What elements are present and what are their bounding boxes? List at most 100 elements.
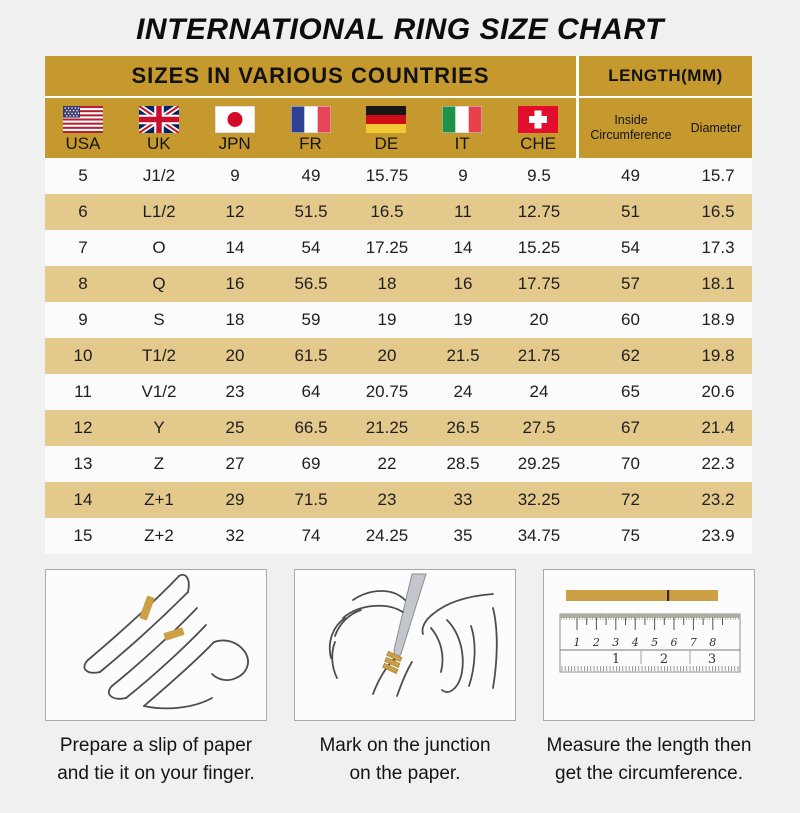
table-cell: 16.5 <box>701 202 735 221</box>
ruler-bottom-ticks <box>561 666 739 671</box>
table-cell: 29 <box>225 490 245 509</box>
table-cell: 66.5 <box>294 418 328 437</box>
table-row: 8 Q 16 56.5 18 16 17.75 57 18.1 <box>45 266 752 302</box>
country-fr: FR <box>273 98 349 158</box>
table-cell: 27 <box>225 454 245 473</box>
table-cell: 32.25 <box>517 490 561 509</box>
svg-text:2: 2 <box>660 652 668 667</box>
table-cell: 25 <box>225 418 245 437</box>
table-cell: 14 <box>73 490 93 509</box>
svg-text:5: 5 <box>651 636 658 649</box>
ruler-inch-numbers: 1 2 3 <box>612 652 716 667</box>
table-cell: 22.3 <box>701 454 735 473</box>
ruler-cm-ticks <box>576 618 723 630</box>
table-cell: 11 <box>74 382 92 401</box>
country-label-usa: USA <box>65 134 101 153</box>
svg-text:1: 1 <box>612 652 620 667</box>
france-flag-icon <box>290 106 331 133</box>
table-cell: 19.8 <box>701 346 735 365</box>
switzerland-flag-icon <box>518 106 559 133</box>
svg-text:6: 6 <box>671 636 678 649</box>
pen-marking-junction-illustration <box>328 573 498 697</box>
ring-size-chart-page: INTERNATIONAL RING SIZE CHART SIZES IN V… <box>0 13 800 788</box>
measurement-instructions: Prepare a slip of paper and tie it on yo… <box>45 569 755 788</box>
country-label-che: CHE <box>520 134 557 153</box>
table-cell: 15.25 <box>517 238 561 257</box>
table-cell: 51 <box>621 202 640 221</box>
table-cell: 28.5 <box>446 454 480 473</box>
uk-flag-icon <box>138 106 179 133</box>
table-cell: 13 <box>73 454 93 473</box>
table-row: 14 Z+1 29 71.5 23 33 32.25 72 23.2 <box>45 482 752 518</box>
table-cell: 49 <box>621 166 640 185</box>
table-cell: 21.4 <box>701 418 735 437</box>
table-cell: 75 <box>621 526 640 545</box>
table-row: 5 J1/2 9 49 15.75 9 9.5 49 15.7 <box>45 158 752 194</box>
inside-circumference-header: Inside Circumference <box>590 113 672 142</box>
step2-caption: Mark on the junction on the paper. <box>319 735 491 784</box>
country-che: CHE <box>500 98 576 158</box>
svg-text:2: 2 <box>592 636 600 649</box>
diameter-header: Diameter <box>690 121 742 135</box>
svg-text:3: 3 <box>612 636 619 649</box>
table-cell: Q <box>152 274 166 293</box>
table-row: 7 O 14 54 17.25 14 15.25 54 17.3 <box>45 230 752 266</box>
table-cell: 22 <box>377 454 397 473</box>
table-cell: 5 <box>78 166 88 185</box>
table-cell: 12 <box>225 202 245 221</box>
table-cell: 23 <box>225 382 245 401</box>
country-label-de: DE <box>374 134 399 153</box>
table-row: 15 Z+2 32 74 24.25 35 34.75 75 23.9 <box>45 518 752 554</box>
instruction-step-2: Mark on the junction on the paper. <box>294 569 516 788</box>
table-cell: 16 <box>453 274 473 293</box>
table-cell: 17.25 <box>365 238 409 257</box>
table-cell: 71.5 <box>294 490 328 509</box>
table-cell: 10 <box>73 346 93 365</box>
table-row: 12 Y 25 66.5 21.25 26.5 27.5 67 21.4 <box>45 410 752 446</box>
table-cell: 24 <box>529 382 549 401</box>
table-cell: 12 <box>73 418 93 437</box>
table-cell: 18 <box>377 274 397 293</box>
step1-caption: Prepare a slip of paper and tie it on yo… <box>57 735 255 784</box>
table-cell: 23 <box>377 490 397 509</box>
country-de: DE <box>348 98 424 158</box>
table-cell: 51.5 <box>294 202 328 221</box>
table-cell: T1/2 <box>141 346 177 365</box>
table-cell: 21.75 <box>517 346 561 365</box>
paper-strip-mark <box>667 590 670 601</box>
country-it: IT <box>424 98 500 158</box>
country-label-jpn: JPN <box>218 134 251 153</box>
paper-strip <box>566 590 718 601</box>
table-cell: 15.75 <box>365 166 409 185</box>
japan-flag-icon <box>214 106 255 133</box>
table-cell: 15 <box>73 526 93 545</box>
table-cell: 34.75 <box>517 526 561 545</box>
table-row: 11 V1/2 23 64 20.75 24 24 65 20.6 <box>45 374 752 410</box>
step2-illustration-box <box>294 569 516 721</box>
table-cell: 18.9 <box>701 310 735 329</box>
table-cell: Z+2 <box>144 526 174 545</box>
svg-text:1: 1 <box>574 636 581 649</box>
country-label-fr: FR <box>299 134 322 153</box>
table-cell: 16 <box>225 274 245 293</box>
table-cell: 9.5 <box>527 166 551 185</box>
table-cell: 23.2 <box>701 490 735 509</box>
table-cell: V1/2 <box>141 382 177 401</box>
table-cell: 33 <box>453 490 473 509</box>
table-cell: 24.25 <box>365 526 409 545</box>
table-row: 13 Z 27 69 22 28.5 29.25 70 22.3 <box>45 446 752 482</box>
country-usa: USA <box>45 98 121 158</box>
table-header-countries: SIZES IN VARIOUS COUNTRIES <box>45 56 579 96</box>
table-cell: 6 <box>78 202 88 221</box>
table-cell: 70 <box>621 454 640 473</box>
country-jpn: JPN <box>197 98 273 158</box>
table-cell: 20.75 <box>365 382 409 401</box>
table-cell: 17.75 <box>517 274 561 293</box>
table-cell: 64 <box>301 382 321 401</box>
table-cell: 21.5 <box>446 346 480 365</box>
flag-cells: USA UK <box>45 98 579 158</box>
table-cell: 15.7 <box>701 166 735 185</box>
